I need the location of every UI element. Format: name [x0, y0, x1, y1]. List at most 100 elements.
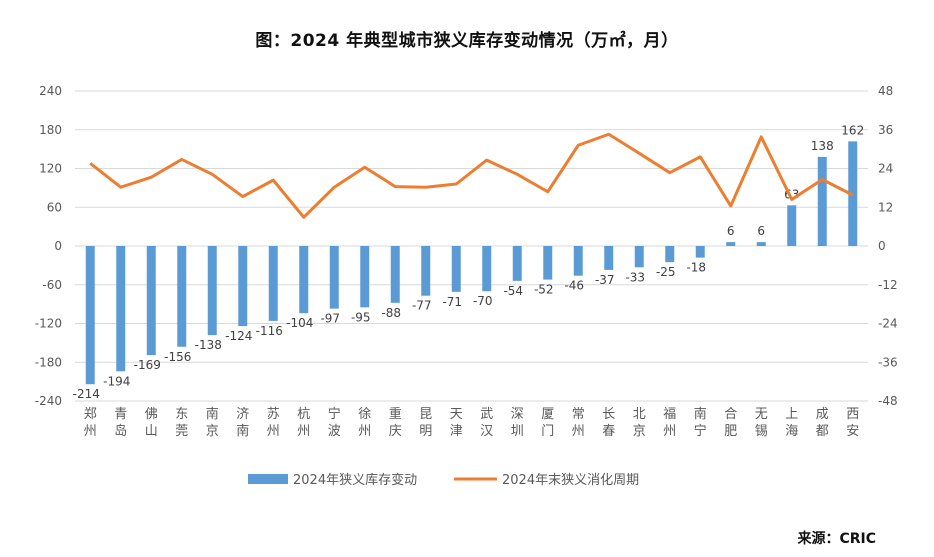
bar-data-label: -18 — [686, 261, 706, 275]
legend-swatch-bar — [248, 474, 288, 484]
bar-data-label: -124 — [225, 329, 252, 343]
bar — [238, 246, 248, 327]
right-axis-tick: -12 — [878, 278, 898, 292]
bar — [573, 246, 583, 276]
bar — [451, 246, 461, 292]
category-label: 青岛 — [114, 407, 127, 439]
bar-data-label: 162 — [841, 123, 864, 137]
bar — [482, 246, 492, 292]
bar — [207, 246, 217, 336]
bar — [390, 246, 400, 303]
bar-data-label: -46 — [564, 279, 584, 293]
bar — [512, 246, 522, 281]
category-label: 郑州 — [84, 407, 97, 439]
category-label: 厦门 — [541, 407, 554, 439]
bar-data-label: -95 — [351, 310, 371, 324]
right-axis-tick: -24 — [878, 317, 898, 331]
category-label: 常州 — [572, 407, 585, 439]
bar-data-label: -88 — [381, 306, 401, 320]
bar-data-label: -33 — [625, 270, 645, 284]
bar — [604, 246, 614, 270]
category-label: 徐州 — [358, 407, 371, 439]
category-label: 深圳 — [511, 407, 524, 439]
bar — [177, 246, 187, 347]
bar-data-label: -70 — [473, 294, 493, 308]
left-axis-tick: -60 — [42, 278, 62, 292]
category-label: 无锡 — [755, 407, 768, 439]
legend-label-line: 2024年末狭义消化周期 — [502, 473, 639, 488]
bar — [817, 156, 827, 246]
left-axis-tick: 120 — [39, 162, 62, 176]
category-label: 宁波 — [328, 406, 341, 439]
bar — [726, 242, 736, 246]
category-label: 南宁 — [694, 406, 707, 439]
category-label: 成都 — [816, 407, 829, 439]
bar — [695, 246, 705, 258]
right-axis-tick: 36 — [878, 123, 893, 137]
category-label: 佛山 — [145, 407, 158, 439]
category-label: 杭州 — [297, 407, 310, 439]
category-label: 西安 — [846, 407, 859, 439]
bar-data-label: -194 — [103, 374, 130, 388]
bar — [543, 246, 553, 280]
legend-label-bar: 2024年狭义库存变动 — [293, 472, 417, 488]
bar — [299, 246, 309, 314]
left-axis-tick: -120 — [35, 317, 62, 331]
right-axis-tick: 0 — [878, 239, 886, 253]
bar — [634, 246, 644, 268]
right-axis-tick: 12 — [878, 200, 893, 214]
right-axis-tick: 48 — [878, 84, 893, 98]
bar — [421, 246, 431, 296]
category-label: 武汉 — [480, 407, 493, 439]
bar-data-label: -54 — [503, 284, 523, 298]
bar-data-label: -97 — [320, 312, 340, 326]
category-label: 天津 — [450, 407, 463, 439]
category-label: 福州 — [663, 407, 676, 439]
bar-data-label: 6 — [757, 224, 765, 238]
right-axis-tick: 24 — [878, 162, 893, 176]
bar-data-label: -169 — [134, 358, 161, 372]
bar — [329, 246, 339, 309]
category-label: 东莞 — [175, 407, 188, 439]
bar — [360, 246, 370, 308]
left-axis-tick: 0 — [54, 239, 62, 253]
left-axis-tick: 60 — [47, 200, 62, 214]
right-axis-tick: -48 — [878, 394, 898, 408]
category-label: 济南 — [236, 407, 249, 439]
category-label: 苏州 — [267, 406, 280, 439]
bar — [665, 246, 675, 263]
bar-data-label: -37 — [595, 273, 615, 287]
left-axis-tick: 180 — [39, 123, 62, 137]
bar — [85, 246, 95, 385]
bar-data-label: -25 — [656, 265, 676, 279]
bar — [268, 246, 278, 321]
bar-data-label: 6 — [727, 224, 735, 238]
bar-data-label: -116 — [256, 324, 283, 338]
right-axis-tick: -36 — [878, 355, 898, 369]
line-series — [89, 132, 854, 219]
chart-title: 图：2024 年典型城市狭义库存变动情况（万㎡，月） — [255, 31, 679, 51]
category-label: 重庆 — [389, 406, 402, 439]
source-note: 来源：CRIC — [797, 531, 876, 547]
left-axis-tick: -240 — [35, 394, 62, 408]
bar-data-label: 138 — [811, 139, 834, 153]
bar — [756, 242, 766, 246]
bar-data-label: -52 — [534, 283, 554, 297]
bar-data-label: -71 — [442, 295, 462, 309]
bar-data-label: -138 — [195, 338, 222, 352]
bar-data-label: -214 — [73, 387, 100, 401]
bar-data-label: -156 — [164, 350, 191, 364]
category-label: 南京 — [206, 406, 219, 439]
bar — [146, 246, 156, 356]
left-axis-tick: -180 — [35, 355, 62, 369]
bar — [787, 205, 797, 246]
category-label: 上海 — [785, 407, 798, 439]
category-label: 合肥 — [724, 407, 737, 439]
bar-data-label: -104 — [286, 316, 313, 330]
bar — [116, 246, 126, 372]
left-axis-tick: 240 — [39, 84, 62, 98]
category-label: 昆明 — [419, 407, 432, 439]
category-label: 北京 — [633, 407, 646, 439]
category-label: 长春 — [602, 407, 615, 439]
